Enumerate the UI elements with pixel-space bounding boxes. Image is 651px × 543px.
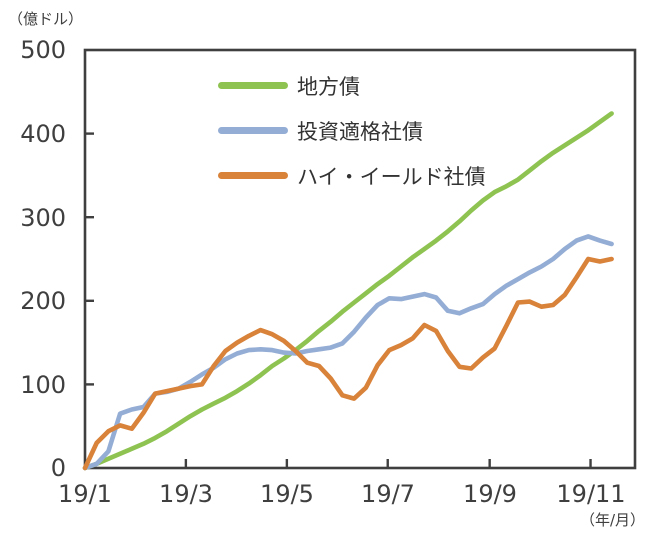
y-tick-label-200: 200 bbox=[20, 287, 66, 315]
x-tick-label-19-7: 19/7 bbox=[361, 480, 415, 508]
investment-grade-corporate-bonds-line-swatch bbox=[218, 127, 288, 134]
x-tick-label-19-5: 19/5 bbox=[260, 480, 314, 508]
legend-label-investment-grade-corporate-bonds: 投資適格社債 bbox=[297, 119, 423, 144]
municipal-bonds-line bbox=[82, 111, 614, 471]
legend-item-high-yield-corporate-bonds: ハイ・イールド社債 bbox=[218, 153, 486, 198]
legend-item-investment-grade-corporate-bonds: 投資適格社債 bbox=[218, 108, 486, 153]
high-yield-corporate-bonds-line bbox=[82, 256, 614, 471]
y-axis-unit-label: （億ドル） bbox=[8, 10, 84, 28]
x-tick-label-19-11: 19/11 bbox=[556, 480, 626, 508]
legend-label-municipal-bonds: 地方債 bbox=[297, 74, 360, 99]
high-yield-corporate-bonds-line-swatch bbox=[218, 172, 288, 179]
municipal-bonds-line-swatch bbox=[218, 82, 288, 89]
x-axis-unit-label: （年/月） bbox=[579, 511, 645, 529]
plot-border bbox=[83, 48, 637, 470]
y-tick-label-0: 0 bbox=[50, 454, 66, 482]
legend-label-high-yield-corporate-bonds: ハイ・イールド社債 bbox=[297, 164, 486, 189]
x-tick-label-19-1: 19/1 bbox=[58, 480, 112, 508]
x-tick-label-19-3: 19/3 bbox=[159, 480, 213, 508]
y-tick-label-100: 100 bbox=[20, 371, 66, 399]
y-tick-label-400: 400 bbox=[20, 120, 66, 148]
y-tick-label-300: 300 bbox=[20, 204, 66, 232]
y-tick-label-500: 500 bbox=[20, 36, 66, 64]
x-tick-label-19-9: 19/9 bbox=[463, 480, 517, 508]
legend-item-municipal-bonds: 地方債 bbox=[218, 63, 486, 108]
legend: 地方債 投資適格社債 ハイ・イールド社債 bbox=[218, 63, 486, 198]
